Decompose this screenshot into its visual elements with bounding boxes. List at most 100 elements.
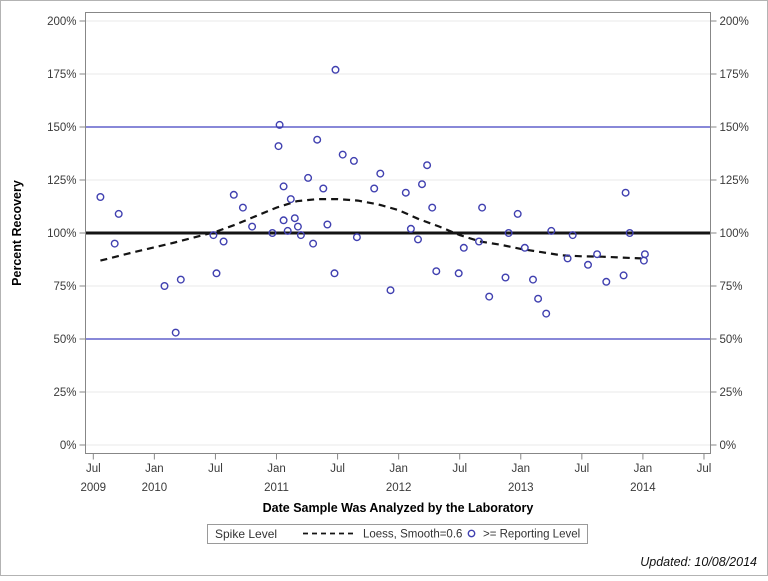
data-point: [602, 277, 611, 286]
data-point: [529, 275, 538, 284]
y-tick-label: 100%: [720, 228, 749, 240]
x-tick-year-label: 2014: [630, 482, 656, 494]
data-point: [418, 180, 427, 189]
x-tick-year-label: 2012: [386, 482, 412, 494]
x-tick-label: Jul: [208, 463, 223, 475]
y-tick-label: 200%: [47, 16, 76, 28]
data-point: [459, 243, 468, 252]
y-tick-label: 25%: [53, 387, 76, 399]
data-point: [293, 222, 302, 231]
data-point: [619, 271, 628, 280]
data-point: [96, 192, 105, 201]
data-point: [212, 269, 221, 278]
data-point: [290, 214, 299, 223]
legend-marker-label: >= Reporting Level: [483, 529, 580, 541]
data-point: [584, 260, 593, 269]
data-point: [160, 282, 169, 291]
data-point: [406, 224, 415, 233]
x-axis: Jul 2009 Jan 2010 Jul Jan 2011 Jul Jan 2012 Jul Jan…: [81, 453, 712, 494]
x-tick-label: Jan: [267, 463, 286, 475]
data-point: [401, 188, 410, 197]
data-point: [625, 228, 634, 237]
data-point: [568, 231, 577, 240]
data-point: [504, 228, 513, 237]
y-tick-label: 125%: [47, 175, 76, 187]
data-point: [475, 237, 484, 246]
y-axis-left: 0% 25% 50% 75% 100% 125% 150% 175% 200%: [47, 16, 86, 452]
x-tick-label: Jul: [574, 463, 589, 475]
data-point: [423, 161, 432, 170]
data-point: [501, 273, 510, 282]
data-point: [513, 209, 522, 218]
reference-lines: [85, 126, 711, 340]
x-tick-year-label: 2011: [264, 482, 289, 494]
data-point: [279, 182, 288, 191]
y-tick-label: 0%: [720, 440, 737, 452]
data-point: [542, 309, 551, 318]
data-point: [209, 231, 218, 240]
data-point: [330, 269, 339, 278]
data-point: [640, 250, 649, 259]
x-tick-label: Jan: [634, 463, 653, 475]
data-point: [428, 203, 437, 212]
y-tick-label: 50%: [53, 334, 76, 346]
x-tick-year-label: 2013: [508, 482, 534, 494]
data-point: [454, 269, 463, 278]
y-tick-label: 75%: [720, 281, 743, 293]
data-point: [478, 203, 487, 212]
x-tick-label: Jul: [697, 463, 712, 475]
data-point: [274, 142, 283, 151]
data-point: [593, 250, 602, 259]
data-point: [319, 184, 328, 193]
scatter-points: [96, 65, 649, 337]
updated-note: Updated: 10/08/2014: [640, 555, 757, 569]
legend-box: [207, 524, 588, 544]
data-point: [414, 235, 423, 244]
x-tick-label: Jan: [512, 463, 531, 475]
data-point: [279, 216, 288, 225]
data-point: [313, 135, 322, 144]
data-point: [370, 184, 379, 193]
x-tick-year-label: 2009: [81, 482, 107, 494]
data-point: [331, 65, 340, 74]
y-tick-label: 25%: [720, 387, 743, 399]
data-point: [114, 209, 123, 218]
x-axis-title: Date Sample Was Analyzed by the Laborato…: [263, 501, 534, 515]
data-point: [485, 292, 494, 301]
data-point: [376, 169, 385, 178]
data-point: [296, 231, 305, 240]
data-point: [323, 220, 332, 229]
legend-marker-sample: [467, 529, 476, 538]
legend: Spike Level Loess, Smooth=0.6 >= Reporti…: [207, 524, 588, 544]
data-point: [338, 150, 347, 159]
y-tick-label: 150%: [47, 122, 76, 134]
data-point: [352, 233, 361, 242]
data-point: [248, 222, 257, 231]
data-point: [386, 286, 395, 295]
y-tick-label: 125%: [720, 175, 749, 187]
y-axis-right: 0% 25% 50% 75% 100% 125% 150% 175% 200%: [710, 16, 749, 452]
data-point: [268, 228, 277, 237]
legend-loess-label: Loess, Smooth=0.6: [363, 529, 462, 541]
y-tick-label: 175%: [720, 69, 749, 81]
data-point: [349, 156, 358, 165]
y-tick-label: 200%: [720, 16, 749, 28]
y-tick-label: 50%: [720, 334, 743, 346]
y-tick-label: 0%: [60, 440, 77, 452]
data-point: [534, 294, 543, 303]
y-tick-label: 150%: [720, 122, 749, 134]
x-tick-year-label: 2010: [142, 482, 168, 494]
data-point: [563, 254, 572, 263]
data-point: [171, 328, 180, 337]
data-point: [229, 190, 238, 199]
data-point: [286, 195, 295, 204]
legend-title: Spike Level: [215, 527, 277, 541]
x-tick-label: Jul: [86, 463, 101, 475]
data-point: [309, 239, 318, 248]
y-tick-label: 175%: [47, 69, 76, 81]
data-point: [547, 226, 556, 235]
data-point: [110, 239, 119, 248]
